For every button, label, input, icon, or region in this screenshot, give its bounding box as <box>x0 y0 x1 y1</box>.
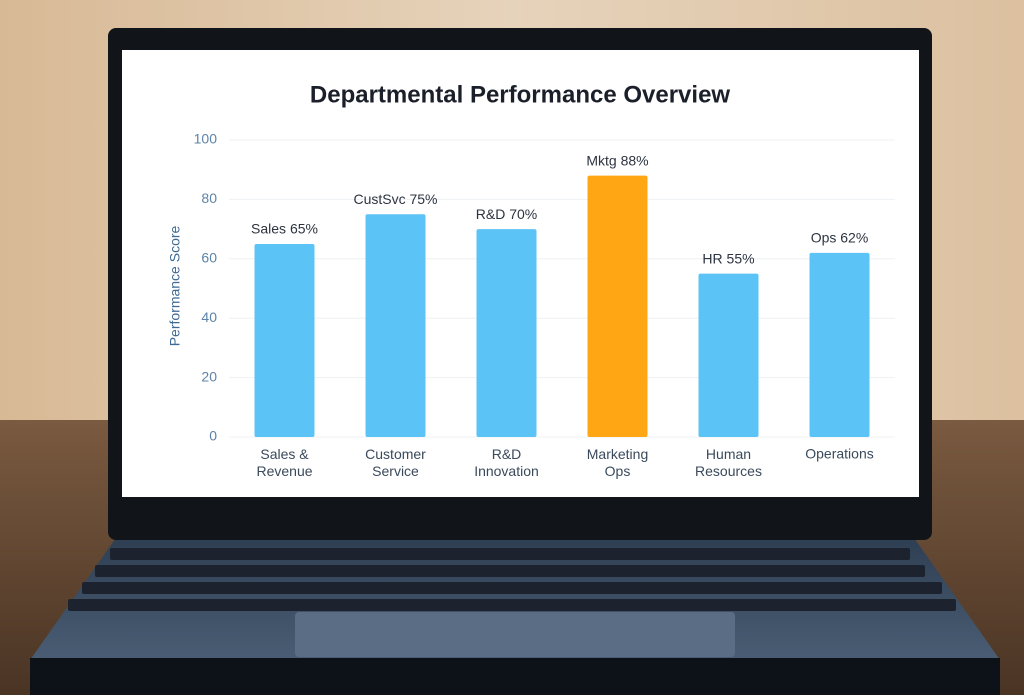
chart-title: Departmental Performance Overview <box>310 81 731 108</box>
value-label: CustSvc 75% <box>353 191 437 207</box>
bar <box>476 229 537 437</box>
bar <box>698 273 759 437</box>
touchpad <box>295 612 735 657</box>
bar <box>809 252 870 437</box>
x-tick-label: R&D Innovation <box>474 446 539 479</box>
bar <box>365 214 426 437</box>
x-tick-label: Sales & Revenue <box>256 446 312 479</box>
y-tick-label: 100 <box>194 131 218 147</box>
bar <box>587 175 648 437</box>
value-label: Mktg 88% <box>586 152 648 168</box>
y-tick-label: 60 <box>201 250 217 266</box>
x-tick-label: Customer Service <box>365 446 426 479</box>
value-label: Sales 65% <box>251 221 318 237</box>
keyboard <box>68 548 956 611</box>
x-tick-label: Marketing Ops <box>587 446 648 479</box>
laptop-edge <box>30 658 1000 695</box>
bar <box>254 243 315 437</box>
y-tick-label: 20 <box>201 368 217 384</box>
value-label: R&D 70% <box>476 206 537 222</box>
y-axis-label: Performance Score <box>167 225 183 346</box>
value-label: HR 55% <box>702 250 754 266</box>
value-label: Ops 62% <box>811 230 869 246</box>
y-tick-label: 40 <box>201 309 217 325</box>
x-tick-label: Human Resources <box>695 446 762 479</box>
x-tick-label: Operations <box>805 446 873 462</box>
y-tick-label: 80 <box>201 190 217 206</box>
y-tick-label: 0 <box>209 428 217 444</box>
